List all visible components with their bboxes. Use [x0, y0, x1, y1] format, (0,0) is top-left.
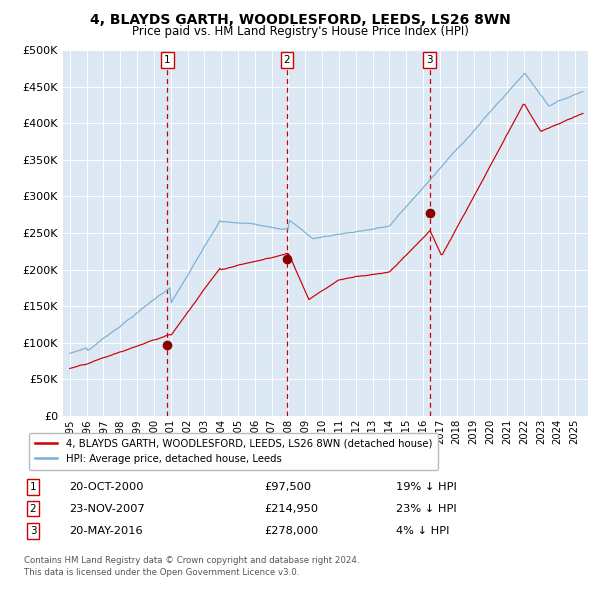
Text: 2: 2: [29, 504, 37, 513]
Text: 20-OCT-2000: 20-OCT-2000: [69, 482, 143, 491]
Text: 20-MAY-2016: 20-MAY-2016: [69, 526, 143, 536]
Text: 1: 1: [164, 55, 171, 65]
Text: £278,000: £278,000: [264, 526, 318, 536]
Text: 19% ↓ HPI: 19% ↓ HPI: [396, 482, 457, 491]
Text: 1: 1: [29, 482, 37, 491]
Text: 23-NOV-2007: 23-NOV-2007: [69, 504, 145, 513]
Text: 3: 3: [29, 526, 37, 536]
Text: Contains HM Land Registry data © Crown copyright and database right 2024.: Contains HM Land Registry data © Crown c…: [24, 556, 359, 565]
Text: £97,500: £97,500: [264, 482, 311, 491]
Text: 3: 3: [427, 55, 433, 65]
Text: 2: 2: [283, 55, 290, 65]
Text: 4, BLAYDS GARTH, WOODLESFORD, LEEDS, LS26 8WN: 4, BLAYDS GARTH, WOODLESFORD, LEEDS, LS2…: [89, 13, 511, 27]
Legend: 4, BLAYDS GARTH, WOODLESFORD, LEEDS, LS26 8WN (detached house), HPI: Average pri: 4, BLAYDS GARTH, WOODLESFORD, LEEDS, LS2…: [29, 433, 438, 470]
Text: 23% ↓ HPI: 23% ↓ HPI: [396, 504, 457, 513]
Text: Price paid vs. HM Land Registry's House Price Index (HPI): Price paid vs. HM Land Registry's House …: [131, 25, 469, 38]
Text: £214,950: £214,950: [264, 504, 318, 513]
Text: 4% ↓ HPI: 4% ↓ HPI: [396, 526, 449, 536]
Text: This data is licensed under the Open Government Licence v3.0.: This data is licensed under the Open Gov…: [24, 568, 299, 577]
